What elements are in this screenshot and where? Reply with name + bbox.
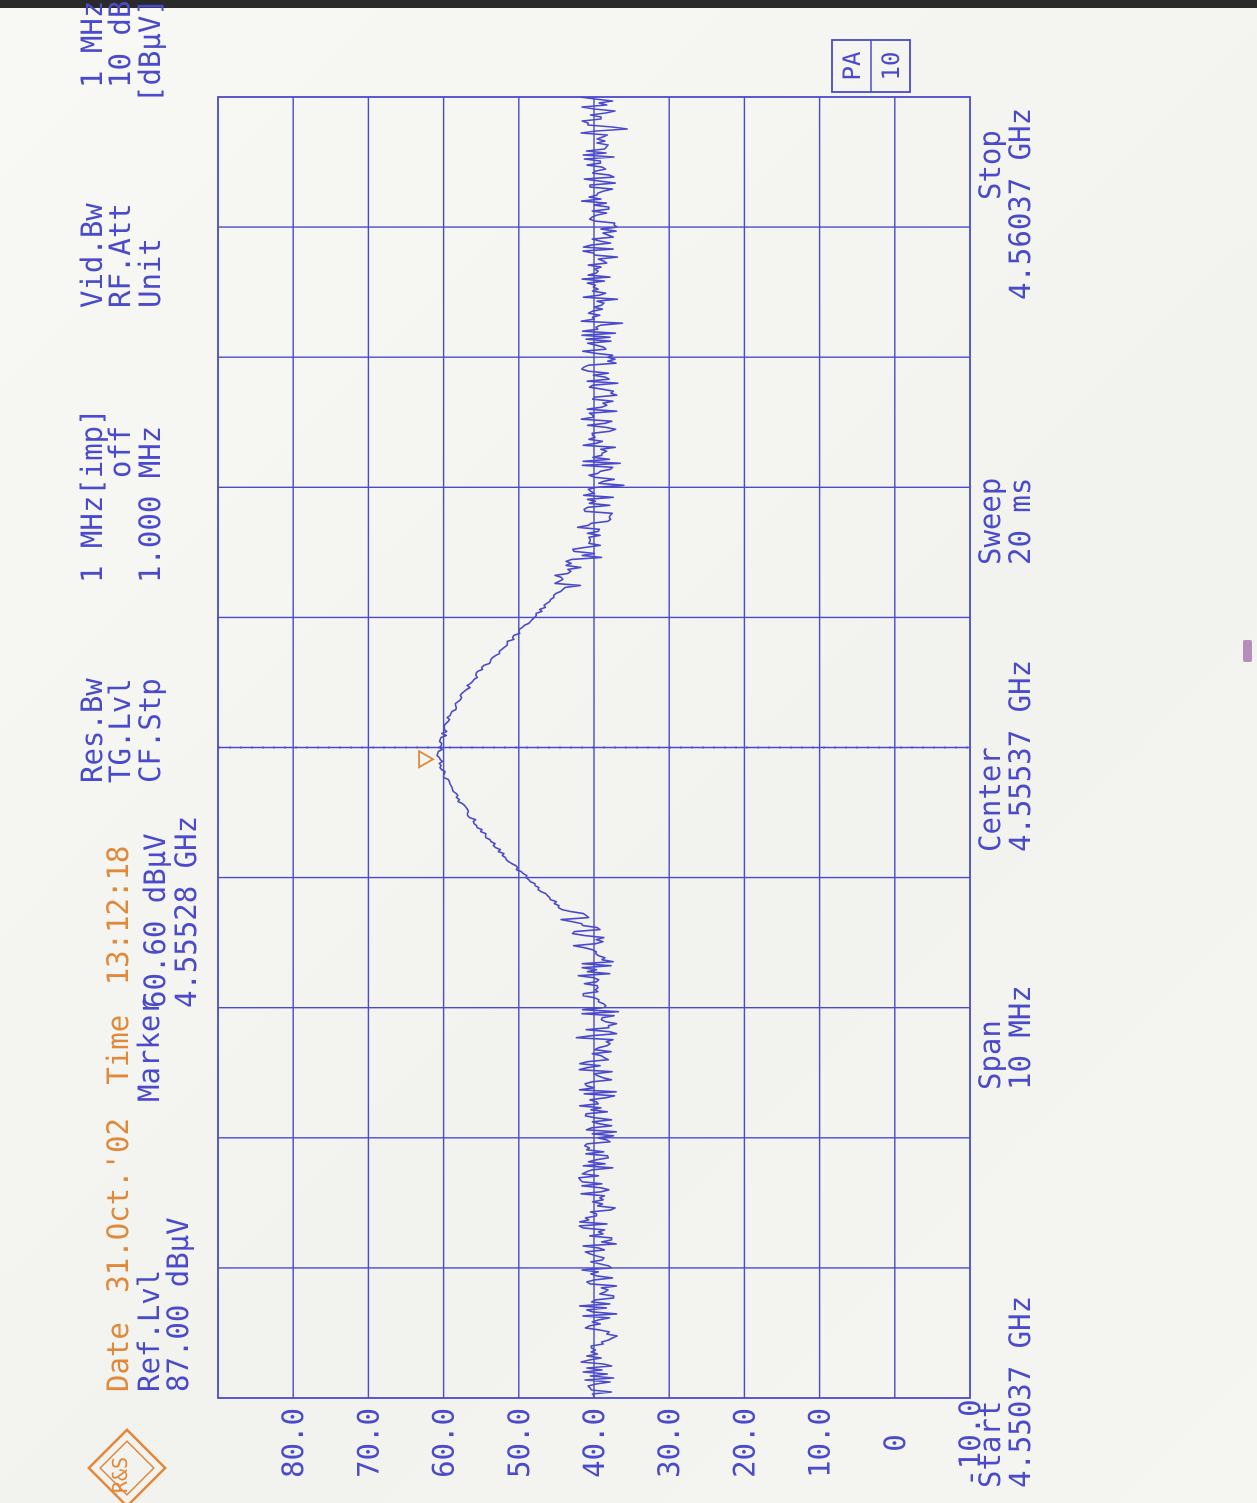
rf-att-label: RF.Att	[103, 203, 137, 308]
vid-bw-label: Vid.Bw	[75, 203, 109, 308]
y-tick-labels: -10.0 0 10.0 20.0 30.0 40.0 50.0 60.0 70.0 80.0	[276, 1399, 987, 1486]
stop-label: Stop	[973, 130, 1007, 200]
sweep-value: 20 ms	[1003, 478, 1037, 565]
span-group: Span	[973, 1020, 1007, 1090]
header-row-3: 87.00 dBµV	[161, 1217, 195, 1392]
res-bw-group: Res.Bw 1 MHz[imp] Vid.Bw 1 MHz	[75, 1, 109, 783]
scan-top-edge	[0, 0, 1257, 8]
chart-grid	[217, 96, 971, 1399]
span-label: Span	[973, 1020, 1007, 1090]
tg-lvl-value: off	[103, 426, 137, 478]
stop-value: 4.56037 GHz	[1003, 108, 1037, 300]
marker-level: 60.60 dBµV	[138, 833, 172, 1008]
res-bw-value: 1 MHz[imp]	[75, 408, 109, 583]
sweep-group: Sweep	[973, 478, 1007, 565]
center-label: Center	[973, 747, 1007, 852]
tg-lvl-label: TG.Lvl	[103, 678, 137, 783]
y-tick-label: 10.0	[803, 1408, 837, 1478]
date-value: 31.Oct.'02	[101, 1118, 135, 1293]
unit-label: Unit	[133, 238, 167, 308]
stop-value-group: 4.56037 GHz	[1003, 108, 1037, 300]
span-value-group: 10 MHz	[1003, 985, 1037, 1090]
center-group: Center	[973, 747, 1007, 852]
time-label: Time	[101, 1015, 135, 1085]
header-row-1: Date 31.Oct.'02 Time 13:12:18	[101, 846, 135, 1392]
svg-text:Date 31.Oct.'02 Ti: Date 31.Oct.'02 Time 13:12:18	[101, 846, 135, 1392]
header-row-2: Ref.Lvl Marker	[132, 997, 166, 1392]
ref-lvl-value: 87.00 dBµV	[161, 1217, 195, 1392]
start-value: 4.55037 GHz	[1003, 1296, 1037, 1488]
cf-stp-group: CF.Stp 1.000 MHz Unit [dBµV]	[133, 0, 167, 783]
y-tick-label: -10.0	[953, 1399, 987, 1486]
tg-lvl-group: TG.Lvl off RF.Att 10 dB	[103, 1, 137, 783]
unit-value: [dBµV]	[133, 0, 167, 103]
sweep-value-group: 20 ms	[1003, 478, 1037, 565]
time-value: 13:12:18	[101, 846, 135, 986]
y-tick-label: 80.0	[276, 1408, 310, 1478]
y-tick-label: 60.0	[427, 1408, 461, 1478]
y-tick-label: 30.0	[652, 1408, 686, 1478]
marker-freq: 4.55528 GHz	[169, 816, 203, 1008]
sweep-label: Sweep	[973, 478, 1007, 565]
y-tick-label: 0	[878, 1434, 912, 1451]
marker-label: Marker	[132, 997, 166, 1102]
stop-group: Stop	[973, 130, 1007, 200]
marker-freq-group: 4.55528 GHz	[169, 816, 203, 1008]
res-bw-label: Res.Bw	[75, 678, 109, 783]
rs-logo-text: R&S	[108, 1457, 132, 1493]
pa-badge: PA 10	[831, 39, 911, 93]
span-value: 10 MHz	[1003, 985, 1037, 1090]
ref-lvl-label: Ref.Lvl	[132, 1270, 166, 1392]
rf-att-value: 10 dB	[103, 1, 137, 88]
rs-logo	[87, 1428, 167, 1503]
y-tick-label: 70.0	[351, 1408, 385, 1478]
badge-top: PA	[838, 51, 866, 80]
vid-bw-value: 1 MHz	[75, 1, 109, 88]
date-label: Date	[101, 1322, 135, 1392]
cf-stp-label: CF.Stp	[133, 678, 167, 783]
y-tick-label: 20.0	[727, 1408, 761, 1478]
spectrum-trace	[436, 96, 629, 1399]
y-tick-label: 40.0	[577, 1408, 611, 1478]
badge-bottom: 10	[877, 52, 905, 81]
start-value-group: 4.55037 GHz	[1003, 1296, 1037, 1488]
ink-stain	[1243, 640, 1252, 662]
start-label: Start	[973, 1401, 1007, 1488]
marker-triangle	[418, 749, 435, 769]
start-group: Start	[973, 1401, 1007, 1488]
paper-background	[0, 8, 1257, 1503]
y-tick-label: 50.0	[502, 1408, 536, 1478]
center-value: 4.55537 GHz	[1003, 660, 1037, 852]
marker-level-group: 60.60 dBµV	[138, 833, 172, 1008]
center-value-group: 4.55537 GHz	[1003, 660, 1037, 852]
marker-point	[418, 749, 435, 769]
cf-stp-value: 1.000 MHz	[133, 426, 167, 583]
